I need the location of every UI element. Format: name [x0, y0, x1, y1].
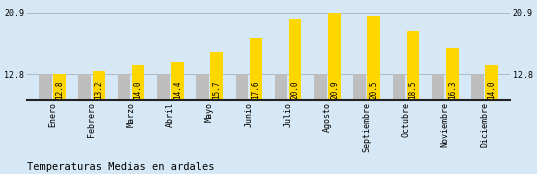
Text: 14.4: 14.4 [173, 80, 182, 98]
Bar [485, 65, 498, 100]
Bar [289, 19, 301, 100]
Text: 14.0: 14.0 [487, 80, 496, 98]
Bar [432, 74, 445, 100]
Text: 17.6: 17.6 [251, 80, 260, 98]
Bar [471, 74, 484, 100]
Bar [328, 13, 341, 100]
Bar [353, 74, 366, 100]
Bar [132, 65, 144, 100]
Bar [236, 74, 248, 100]
Bar [211, 52, 223, 100]
Text: 14.0: 14.0 [134, 80, 143, 98]
Bar [78, 74, 91, 100]
Bar [157, 74, 170, 100]
Bar [53, 74, 66, 100]
Text: 15.7: 15.7 [212, 80, 221, 98]
Bar [275, 74, 287, 100]
Bar [92, 71, 105, 100]
Text: 20.5: 20.5 [369, 80, 378, 98]
Bar [196, 74, 209, 100]
Bar [118, 74, 130, 100]
Bar [393, 74, 405, 100]
Bar [407, 31, 419, 100]
Text: 16.3: 16.3 [448, 80, 457, 98]
Bar [314, 74, 326, 100]
Bar [39, 74, 52, 100]
Bar [171, 62, 184, 100]
Text: 18.5: 18.5 [409, 80, 418, 98]
Text: 13.2: 13.2 [95, 80, 103, 98]
Text: 20.0: 20.0 [291, 80, 300, 98]
Bar [446, 48, 459, 100]
Text: 20.9: 20.9 [330, 80, 339, 98]
Text: Temperaturas Medias en ardales: Temperaturas Medias en ardales [27, 162, 214, 172]
Text: 12.8: 12.8 [55, 80, 64, 98]
Bar [250, 38, 262, 100]
Bar [367, 16, 380, 100]
